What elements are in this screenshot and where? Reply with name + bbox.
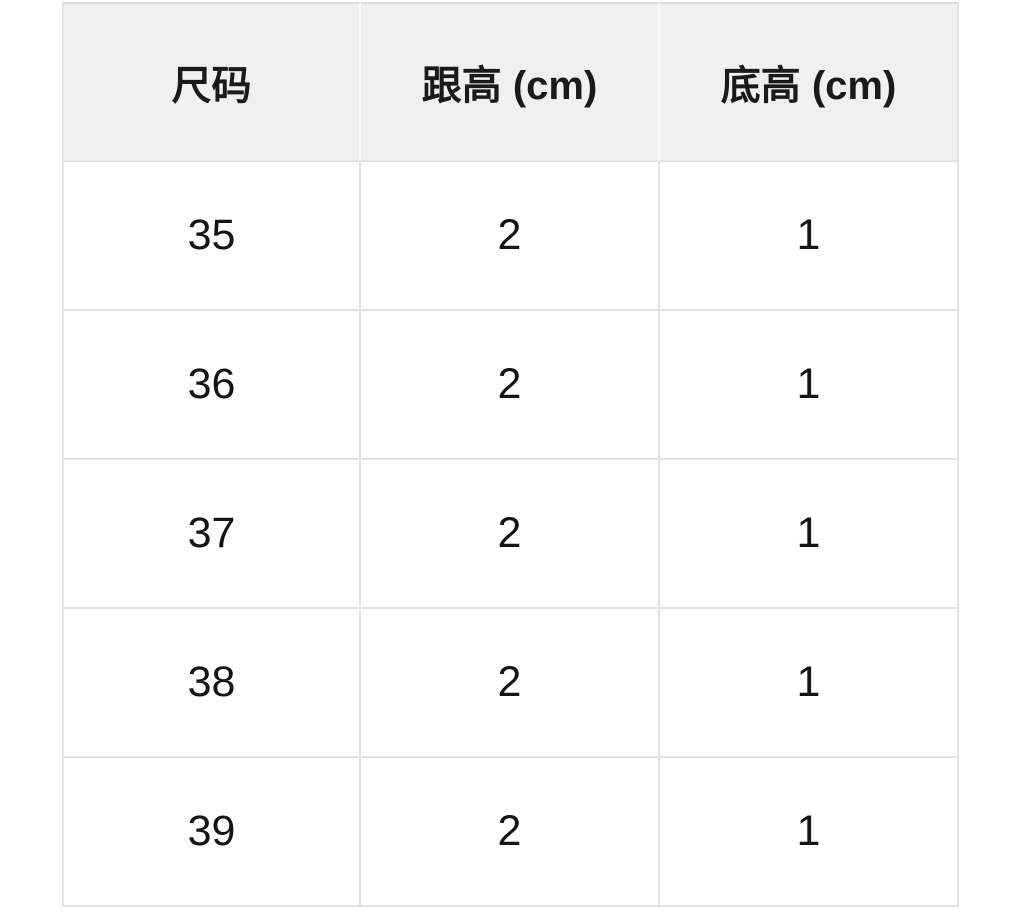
table-cell: 1 (660, 460, 959, 609)
header-cell: 底高 (cm) (660, 2, 959, 162)
table-cell: 2 (361, 609, 660, 758)
header-cell: 尺码 (62, 2, 361, 162)
table-cell: 39 (62, 758, 361, 907)
size-chart-table: 尺码 跟高 (cm) 底高 (cm) 35 2 1 36 2 1 37 2 1 38 2 1 39 2 1 (62, 2, 959, 907)
table-row: 36 2 1 (62, 311, 959, 460)
table-cell: 1 (660, 609, 959, 758)
table-cell: 1 (660, 162, 959, 311)
table-cell: 2 (361, 460, 660, 609)
table-cell: 37 (62, 460, 361, 609)
size-chart: 尺码 跟高 (cm) 底高 (cm) 35 2 1 36 2 1 37 2 1 38 2 1 39 2 1 (62, 2, 959, 907)
size-chart-header: 尺码 跟高 (cm) 底高 (cm) (62, 2, 959, 162)
table-cell: 1 (660, 758, 959, 907)
table-cell: 2 (361, 758, 660, 907)
size-chart-body: 35 2 1 36 2 1 37 2 1 38 2 1 39 2 1 (62, 162, 959, 907)
table-cell: 36 (62, 311, 361, 460)
header-cell: 跟高 (cm) (361, 2, 660, 162)
table-row: 37 2 1 (62, 460, 959, 609)
table-row: 38 2 1 (62, 609, 959, 758)
table-cell: 35 (62, 162, 361, 311)
table-cell: 2 (361, 162, 660, 311)
table-row: 39 2 1 (62, 758, 959, 907)
table-cell: 1 (660, 311, 959, 460)
table-cell: 2 (361, 311, 660, 460)
header-row: 尺码 跟高 (cm) 底高 (cm) (62, 2, 959, 162)
table-row: 35 2 1 (62, 162, 959, 311)
table-cell: 38 (62, 609, 361, 758)
